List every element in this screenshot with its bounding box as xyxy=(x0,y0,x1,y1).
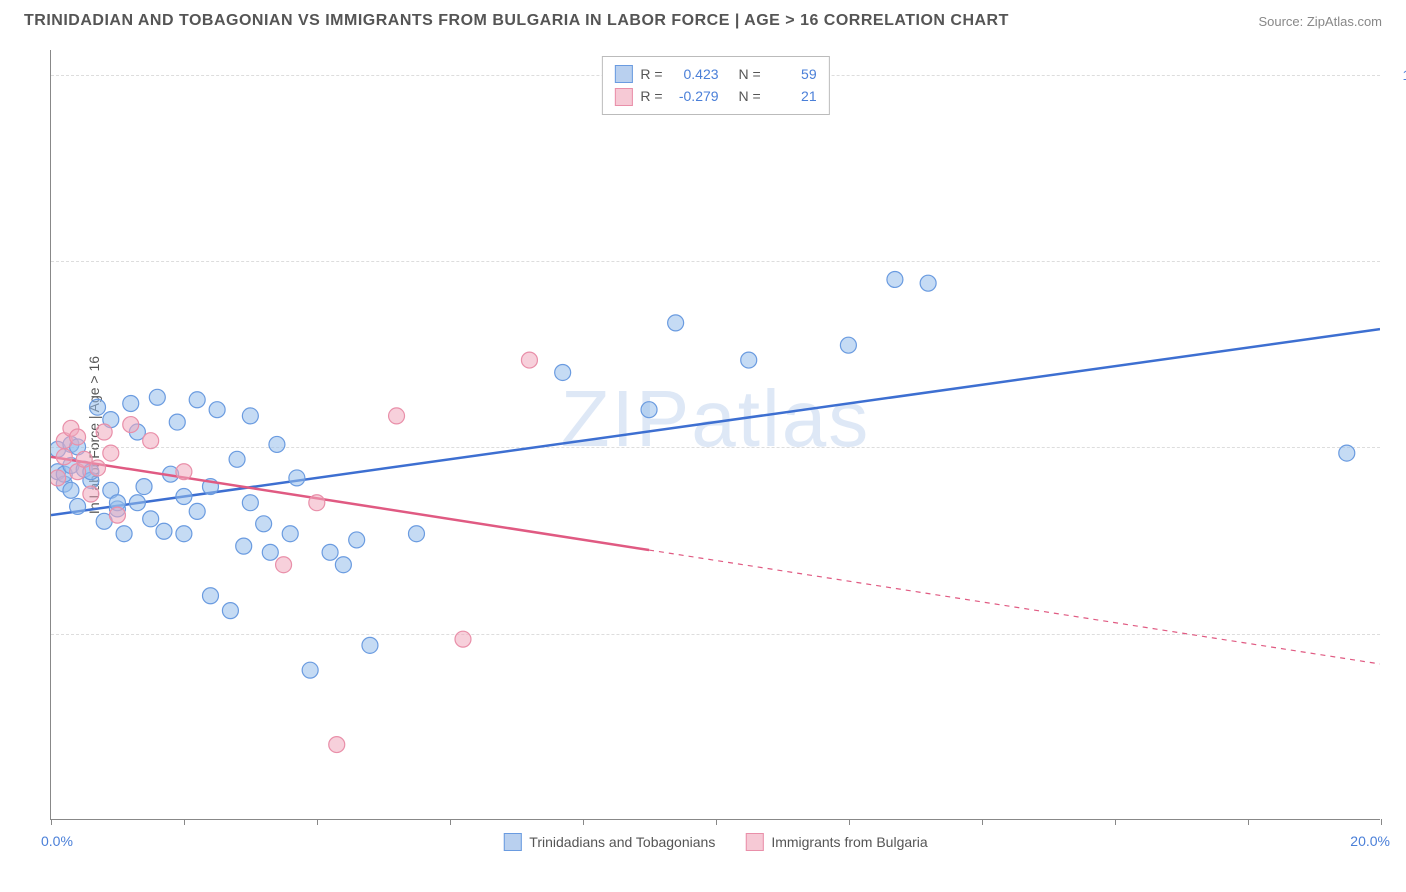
source-label: Source: ZipAtlas.com xyxy=(1258,14,1382,29)
legend-top-row-1: R = -0.279 N = 21 xyxy=(614,85,816,107)
legend-label: Immigrants from Bulgaria xyxy=(771,834,927,850)
legend-bottom-item-0: Trinidadians and Tobagonians xyxy=(503,833,715,851)
x-tick xyxy=(317,819,318,825)
r-label: R = xyxy=(640,63,662,85)
y-tick-label: 55.0% xyxy=(1390,626,1406,642)
y-tick-label: 100.0% xyxy=(1390,67,1406,83)
x-tick xyxy=(982,819,983,825)
legend-swatch-icon xyxy=(614,88,632,106)
legend-swatch-icon xyxy=(614,65,632,83)
r-value: 0.423 xyxy=(671,63,719,85)
x-tick xyxy=(849,819,850,825)
legend-bottom: Trinidadians and Tobagonians Immigrants … xyxy=(503,833,927,851)
x-tick xyxy=(1381,819,1382,825)
x-tick xyxy=(450,819,451,825)
legend-bottom-item-1: Immigrants from Bulgaria xyxy=(745,833,927,851)
legend-swatch-icon xyxy=(503,833,521,851)
legend-swatch-icon xyxy=(745,833,763,851)
y-tick-label: 85.0% xyxy=(1390,253,1406,269)
x-tick xyxy=(716,819,717,825)
n-value: 59 xyxy=(769,63,817,85)
chart-title: TRINIDADIAN AND TOBAGONIAN VS IMMIGRANTS… xyxy=(24,12,1009,30)
legend-label: Trinidadians and Tobagonians xyxy=(529,834,715,850)
n-value: 21 xyxy=(769,85,817,107)
x-tick xyxy=(1115,819,1116,825)
n-label: N = xyxy=(738,85,760,107)
x-axis-max-label: 20.0% xyxy=(1350,833,1390,849)
r-label: R = xyxy=(640,85,662,107)
legend-top-row-0: R = 0.423 N = 59 xyxy=(614,63,816,85)
scatter-plot xyxy=(51,50,1380,819)
n-label: N = xyxy=(738,63,760,85)
chart-area: In Labor Force | Age > 16 ZIPatlas R = 0… xyxy=(50,50,1380,820)
r-value: -0.279 xyxy=(671,85,719,107)
legend-top: R = 0.423 N = 59 R = -0.279 N = 21 xyxy=(601,56,829,115)
x-tick xyxy=(583,819,584,825)
x-tick xyxy=(51,819,52,825)
x-tick xyxy=(184,819,185,825)
x-tick xyxy=(1248,819,1249,825)
y-tick-label: 70.0% xyxy=(1390,439,1406,455)
x-axis-min-label: 0.0% xyxy=(41,833,73,849)
